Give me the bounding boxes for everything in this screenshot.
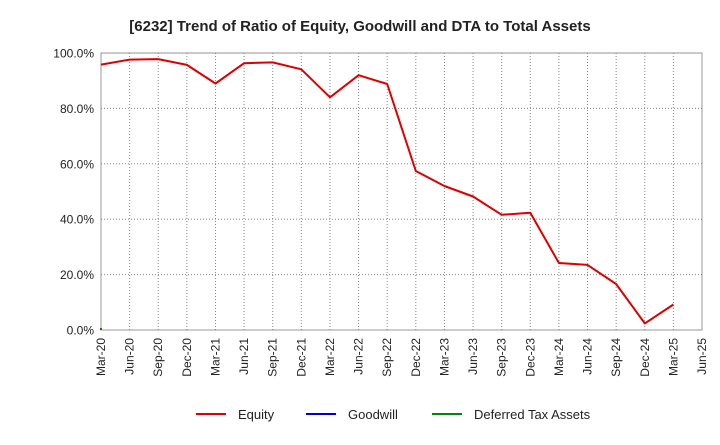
y-tick-label: 100.0% [53, 47, 94, 61]
x-tick-label: Dec-21 [294, 338, 308, 377]
x-tick-label: Mar-20 [94, 338, 108, 376]
axis-layer: 0.0% 20.0% 40.0% 60.0% 80.0% 100.0% Mar-20 Jun-… [53, 47, 709, 377]
y-tick-label: 60.0% [60, 157, 94, 171]
chart-title: [6232] Trend of Ratio of Equity, Goodwil… [129, 18, 590, 35]
plot-frame [100, 52, 703, 331]
y-tick-label: 40.0% [60, 213, 94, 227]
x-tick-label: Jun-21 [237, 338, 251, 375]
series-layer [100, 58, 674, 330]
x-tick-label: Sep-24 [609, 338, 623, 377]
x-tick-label: Dec-20 [180, 338, 194, 377]
y-tick-label: 80.0% [60, 102, 94, 116]
x-tick-label: Dec-22 [409, 338, 423, 377]
legend-label-deferred-tax-assets: Deferred Tax Assets [474, 407, 591, 422]
x-tick-label: Sep-20 [151, 338, 165, 377]
legend: Equity Goodwill Deferred Tax Assets [196, 407, 591, 422]
legend-label-equity: Equity [238, 407, 275, 422]
x-tick-label: Jun-24 [581, 338, 595, 375]
y-tick-label: 0.0% [67, 324, 95, 338]
x-tick-label: Sep-22 [380, 338, 394, 377]
x-tick-label: Jun-25 [695, 338, 709, 375]
x-tick-label: Jun-20 [123, 338, 137, 375]
x-tick-label: Mar-24 [552, 338, 566, 376]
x-tick-label: Mar-25 [666, 338, 680, 376]
series-line-equity [100, 58, 674, 325]
grid-layer [100, 52, 703, 331]
x-tick-label: Dec-24 [638, 338, 652, 377]
legend-label-goodwill: Goodwill [348, 407, 398, 422]
x-tick-label: Dec-23 [523, 338, 537, 377]
x-tick-label: Sep-23 [495, 338, 509, 377]
x-tick-label: Jun-23 [466, 338, 480, 375]
x-tick-label: Mar-21 [208, 338, 222, 376]
x-tick-label: Mar-23 [437, 338, 451, 376]
y-tick-label: 20.0% [60, 268, 94, 282]
x-tick-label: Sep-21 [266, 338, 280, 377]
x-tick-label: Mar-22 [323, 338, 337, 376]
x-tick-label: Jun-22 [352, 338, 366, 375]
